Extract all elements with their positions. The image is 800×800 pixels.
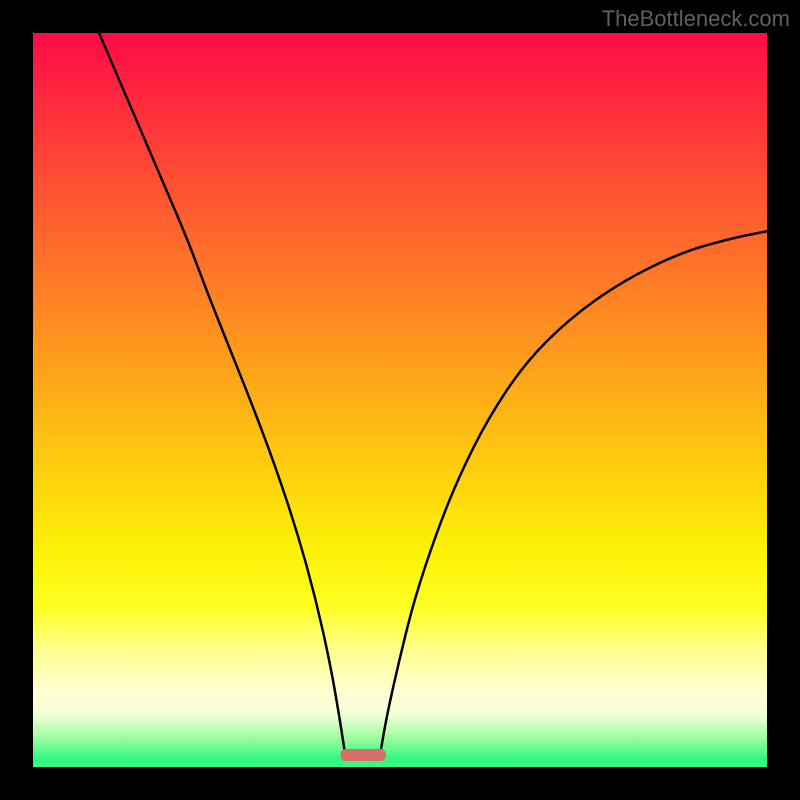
chart-marker-bar xyxy=(341,749,387,761)
chart-svg xyxy=(33,33,767,767)
chart-plot-area xyxy=(33,33,767,767)
watermark-text: TheBottleneck.com xyxy=(602,6,790,32)
